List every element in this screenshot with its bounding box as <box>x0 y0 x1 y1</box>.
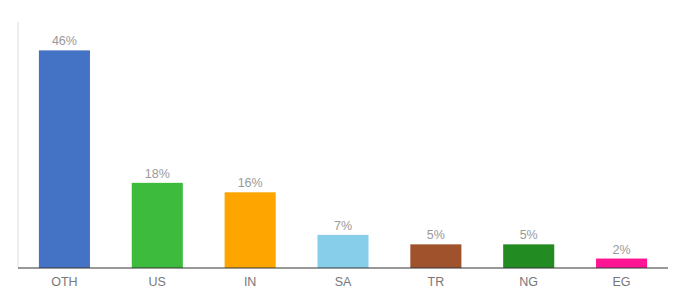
data-label: 5% <box>520 228 538 242</box>
x-tick-label: OTH <box>51 275 77 289</box>
x-tick-label: EG <box>613 275 631 289</box>
bar <box>503 244 554 268</box>
bar <box>225 192 276 268</box>
x-axis-line <box>18 267 668 268</box>
data-label: 46% <box>52 34 77 48</box>
data-label: 16% <box>238 176 263 190</box>
bar <box>596 259 647 268</box>
chart-container: 46% 18% 16% 7% 5% 5% 2% OTH US IN SA TR NG EG <box>0 0 680 300</box>
chart-svg: 46% 18% 16% 7% 5% 5% 2% OTH US IN SA TR NG EG <box>0 0 680 300</box>
y-axis-line <box>18 22 19 268</box>
bar <box>39 50 90 268</box>
bar <box>132 183 183 268</box>
bar <box>317 235 368 268</box>
x-tick-label: SA <box>335 275 352 289</box>
x-tick-label: US <box>149 275 166 289</box>
bar <box>410 244 461 268</box>
bars <box>39 50 647 268</box>
data-label: 5% <box>427 228 445 242</box>
data-label: 2% <box>613 243 631 257</box>
data-label: 18% <box>145 167 170 181</box>
x-tick-label: NG <box>519 275 538 289</box>
data-label: 7% <box>334 219 352 233</box>
x-tick-label: TR <box>428 275 445 289</box>
x-tick-label: IN <box>244 275 257 289</box>
